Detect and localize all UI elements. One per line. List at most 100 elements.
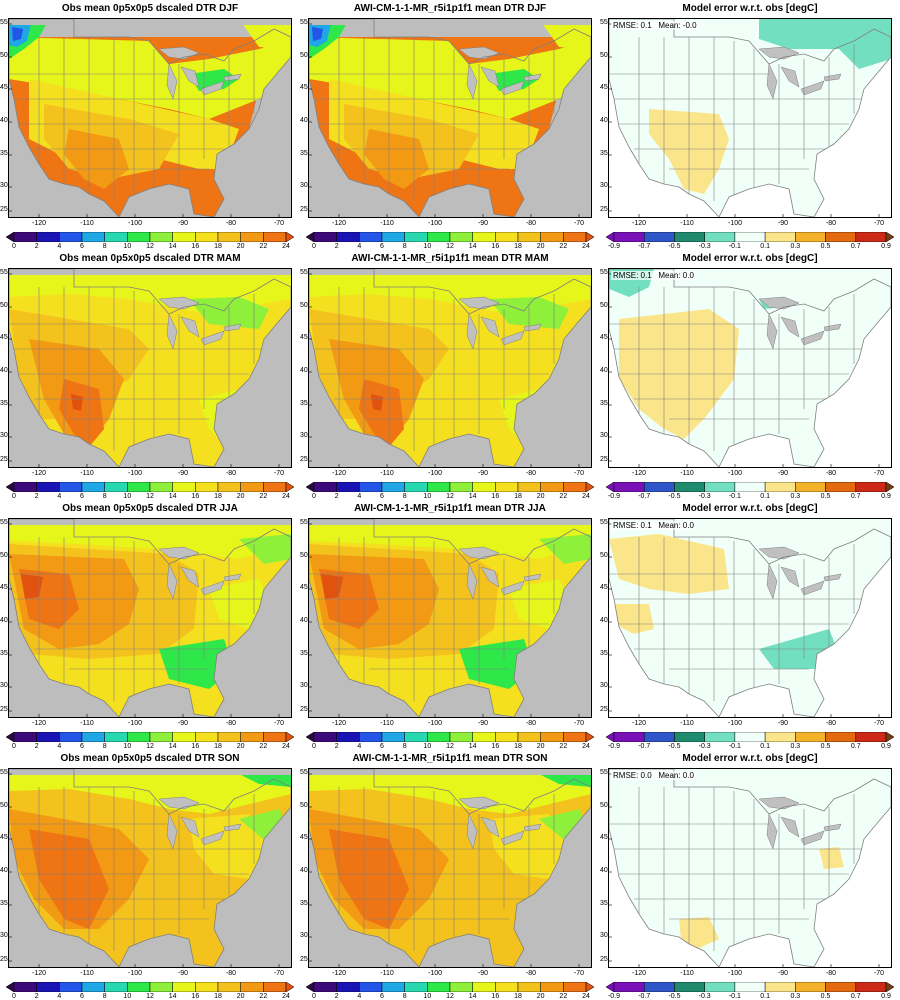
colorbar-label: 6 — [80, 743, 84, 750]
colorbar-segment — [359, 732, 383, 742]
colorbar-arrow-low — [306, 732, 315, 742]
lon-tick-label: -80 — [225, 470, 237, 477]
lat-tick-label: 45 — [600, 834, 608, 841]
lake — [500, 330, 525, 346]
colorbar-label: 0.5 — [820, 993, 831, 1000]
lake — [223, 73, 242, 82]
colorbar-label: 20 — [536, 493, 545, 500]
colorbar-segment — [240, 482, 264, 492]
field-region — [64, 129, 129, 189]
colorbar-segment — [217, 482, 241, 492]
panel-title: Model error w.r.t. obs [degC] — [682, 253, 818, 264]
lat-tick-label: 45 — [300, 834, 308, 841]
lon-tick-label: -100 — [127, 470, 143, 477]
lat-tick-label: 40 — [300, 367, 308, 374]
colorbar-segment — [449, 732, 473, 742]
colorbar-segment — [195, 482, 219, 492]
colorbar-label: 0.7 — [850, 243, 861, 250]
field-region — [321, 574, 343, 599]
colorbar-label: 0.5 — [820, 243, 831, 250]
colorbar-label: 0.7 — [850, 743, 861, 750]
colorbar-segment — [313, 232, 337, 242]
lat-tick-label: 40 — [0, 617, 8, 624]
colorbar-label: 18 — [214, 743, 222, 750]
lon-tick-label: -100 — [727, 470, 743, 477]
field-region — [59, 379, 104, 447]
stats-label: RMSE: 0.0 Mean: 0.0 — [611, 771, 696, 780]
lon-tick-label: -70 — [273, 970, 285, 977]
colorbar-segment — [359, 982, 383, 992]
colorbar-label: 0 — [312, 243, 316, 250]
colorbar-label: 8 — [402, 493, 407, 500]
lat-tick-label: 55 — [0, 519, 8, 526]
map-panel: Model error w.r.t. obs [degC] 55 50 45 40 35 3… — [600, 750, 900, 1000]
colorbar-segment — [81, 982, 105, 992]
colorbar-segment — [81, 732, 105, 742]
colorbar-label: 20 — [236, 743, 245, 750]
colorbar-label: 0.3 — [790, 993, 801, 1000]
lat-tick-label: 30 — [300, 932, 308, 939]
colorbar-label: 4 — [357, 993, 362, 1000]
map-frame: 55 50 45 40 35 30 25 -120 -110 -100 -90 -80 -70 — [300, 768, 592, 977]
lon-tick-label: -80 — [525, 970, 537, 977]
colorbar-label: 12 — [446, 743, 454, 750]
colorbar-segment — [59, 982, 83, 992]
colorbar-label: 12 — [446, 493, 454, 500]
colorbar-arrow-low — [6, 482, 15, 492]
colorbar-label: 12 — [146, 243, 154, 250]
map-panel: Model error w.r.t. obs [degC] 55 50 45 40 35 3… — [600, 500, 900, 750]
colorbar-label: -0.1 — [728, 993, 741, 1000]
colorbar-label: 6 — [380, 243, 384, 250]
colorbar-label: 12 — [446, 993, 454, 1000]
lat-tick-label: 55 — [300, 19, 308, 26]
colorbar-label: 24 — [582, 493, 590, 500]
colorbar — [6, 232, 294, 242]
colorbar — [306, 482, 594, 492]
colorbar-label: 0 — [12, 243, 16, 250]
stats-label: RMSE: 0.1 Mean: 0.0 — [611, 521, 696, 530]
map-panel: AWI-CM-1-1-MR_r5i1p1f1 mean DTR SON 55 50 4… — [300, 750, 600, 1000]
colorbar-label: 10 — [123, 993, 132, 1000]
colorbar-segment — [381, 982, 405, 992]
colorbar-label: -0.9 — [607, 743, 621, 750]
lat-tick-label: 35 — [0, 400, 8, 407]
panel-title: Model error w.r.t. obs [degC] — [682, 503, 818, 514]
colorbar-label: 4 — [357, 743, 362, 750]
lat-tick-label: 35 — [300, 400, 308, 407]
lat-tick-label: 50 — [600, 52, 608, 59]
colorbar-label: 2 — [334, 743, 339, 750]
colorbar-segment — [359, 232, 383, 242]
colorbar-label: 4 — [57, 243, 62, 250]
map-svg — [609, 519, 891, 717]
lake — [223, 823, 242, 832]
colorbar-label: -0.5 — [668, 993, 681, 1000]
colorbar-label: 22 — [559, 493, 568, 500]
colorbar-segment — [81, 482, 105, 492]
colorbar-label: 22 — [259, 243, 268, 250]
colorbar-arrow-low — [606, 232, 615, 242]
colorbar-segment — [336, 732, 360, 742]
colorbar-segment — [795, 982, 826, 992]
colorbar-segment — [195, 982, 219, 992]
map-frame: 55 50 45 40 35 30 25 -120 -110 -100 -90 -80 -70 — [300, 268, 592, 477]
lat-tick-label: 55 — [300, 519, 308, 526]
lon-tick-label: -110 — [80, 220, 94, 227]
lon-tick-label: -120 — [31, 470, 47, 477]
colorbar-segment — [127, 482, 151, 492]
lon-tick-label: -80 — [525, 720, 537, 727]
map-panel: Obs mean 0p5x0p5 dscaled DTR MAM 55 50 45 40… — [0, 250, 300, 500]
colorbar-segment — [540, 982, 564, 992]
lake — [823, 73, 842, 82]
lon-tick-label: -110 — [80, 720, 94, 727]
lat-tick-label: 50 — [0, 52, 8, 59]
lake — [780, 316, 800, 338]
colorbar-segment — [59, 732, 83, 742]
colorbar-label: 2 — [34, 243, 39, 250]
colorbar-arrow-high — [585, 982, 594, 992]
lat-tick-label: 50 — [600, 802, 608, 809]
lat-tick-label: 40 — [0, 117, 8, 124]
map-svg — [9, 269, 291, 467]
country-border — [309, 769, 591, 967]
lake — [480, 816, 500, 838]
colorbar-container — [6, 232, 294, 242]
